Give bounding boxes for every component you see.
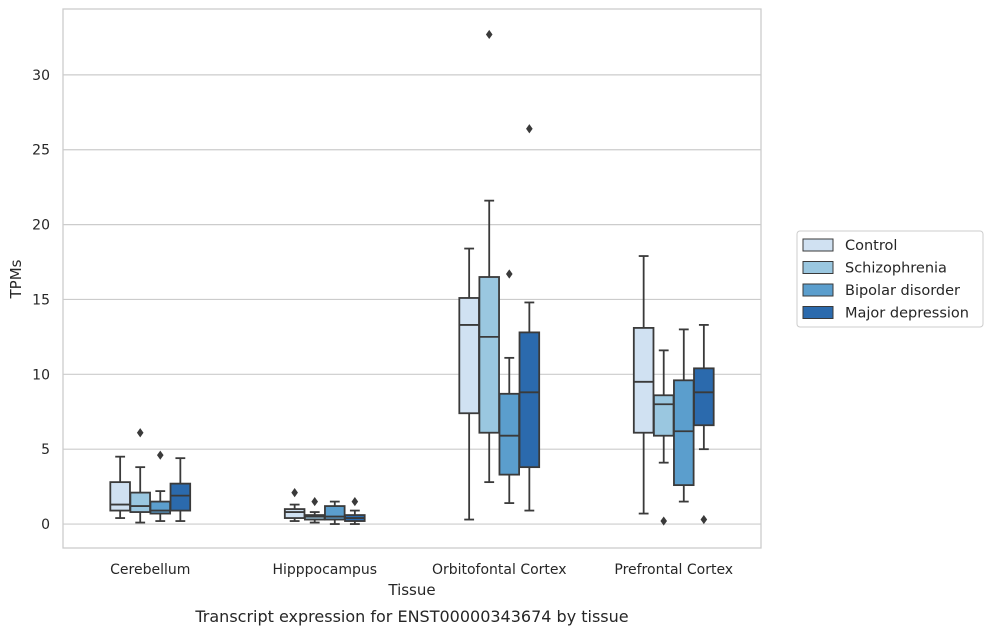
legend-label: Bipolar disorder [845,283,960,299]
legend-swatch [802,306,834,319]
outlier-point [291,488,298,498]
box-iqr [498,392,521,476]
box-group [478,29,500,484]
box-group [283,488,306,522]
x-tick-label: Hipppocampus [272,562,377,578]
box-iqr [478,276,500,434]
plot-frame [62,8,762,549]
box-group [109,455,131,519]
box-iqr [324,505,346,521]
x-tick-label: Prefrontal Cortex [614,562,733,578]
y-tick-label: 15 [32,292,50,308]
box-group [324,500,346,525]
outlier-point [526,124,533,134]
box-iqr [518,331,541,469]
y-tick-label: 25 [32,143,50,159]
y-tick-label: 10 [32,367,50,383]
box-group [169,457,192,522]
box-group [129,428,151,524]
legend-swatch [802,283,834,297]
box-iqr [109,481,131,512]
box-iqr [129,491,151,513]
legend-label: Schizophrenia [845,261,947,277]
y-axis-title: TPMs [7,259,25,299]
outlier-point [660,516,668,526]
y-tick-labels: 0 5 10 15 20 25 30 [32,68,50,533]
legend-swatch [802,238,834,252]
outlier-point [700,514,708,525]
legend: Control Schizophrenia Bipolar disorder Majo… [796,230,984,328]
box-group [693,324,715,525]
x-tick-label: Cerebellum [110,562,190,578]
x-axis-title: Tissue [387,581,435,599]
box-group [458,247,480,521]
box-iqr [652,394,675,437]
outlier-point [311,496,319,507]
outlier-point [351,496,359,507]
legend-label: Major depression [845,306,969,322]
outlier-point [505,269,513,279]
chart-caption: Transcript expression for ENST0000034367… [194,607,628,626]
box-group [652,349,675,526]
box-iqr [673,379,695,487]
gridlines [63,74,761,525]
box-plots [109,29,715,526]
outlier-point [136,428,144,438]
y-tick-label: 0 [41,517,50,533]
box-iqr [283,508,306,519]
box-iqr [693,367,715,427]
box-group [149,450,172,522]
x-tick-labels: Cerebellum Hipppocampus Orbitofontal Corte… [110,562,733,578]
box-iqr [458,297,480,415]
box-group [673,328,695,503]
y-tick-label: 5 [41,442,50,458]
box-iqr [632,327,655,434]
box-group [344,496,366,525]
box-group [632,255,655,515]
outlier-point [156,450,164,460]
box-group [498,269,521,504]
box-iqr [149,500,172,515]
x-tick-label: Orbitofontal Cortex [432,562,567,578]
box-iqr [169,482,192,512]
legend-swatch [802,261,834,274]
box-group [303,496,326,524]
y-tick-label: 30 [32,68,50,84]
outlier-point [485,29,493,40]
box-group [518,124,541,512]
legend-frame [796,230,984,328]
y-tick-label: 20 [32,218,50,234]
legend-label: Control [845,238,897,254]
